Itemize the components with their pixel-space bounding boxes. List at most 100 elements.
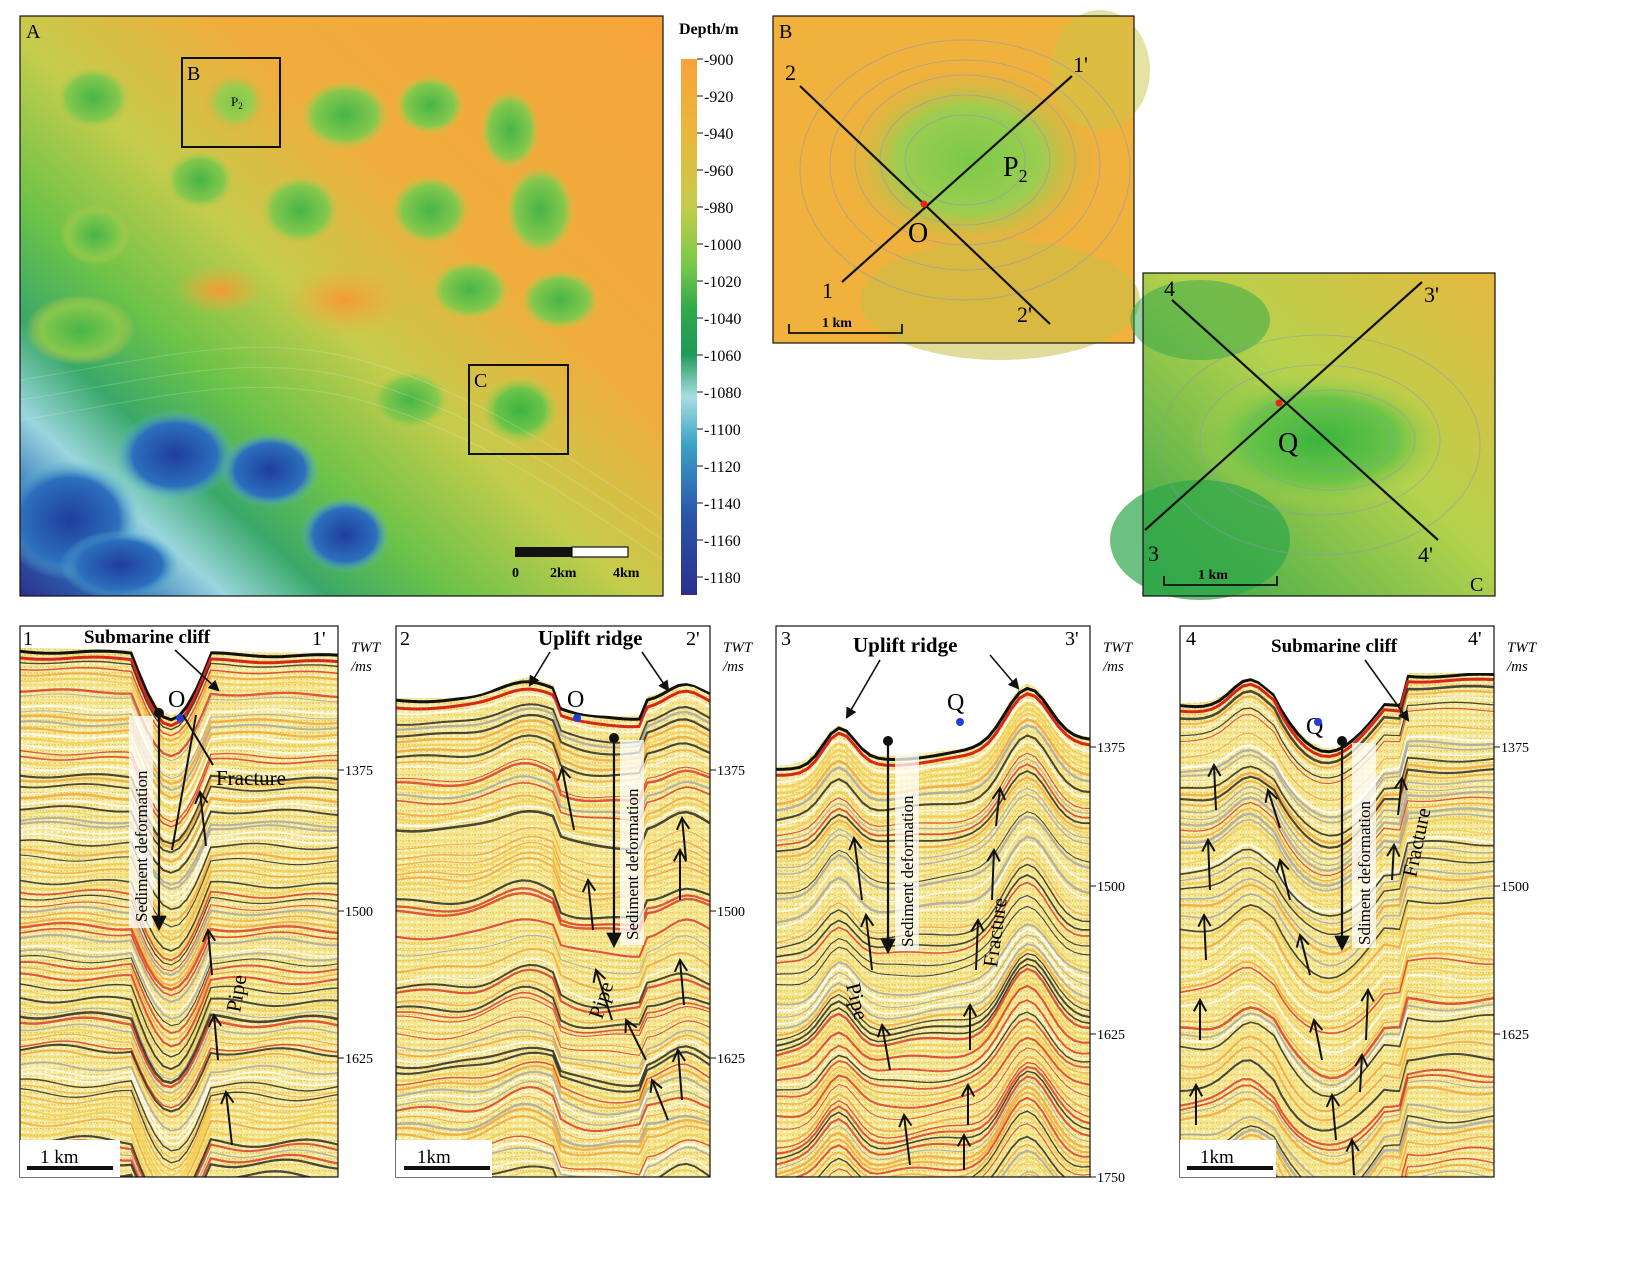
twt-tick-label: 1625 [345,1052,373,1067]
twt-tick-label: 1500 [1501,880,1529,895]
pipe-arrow-head [1393,775,1408,791]
pipe-arrow-head [1275,857,1290,873]
panel-c-center-label: Q [1278,428,1298,459]
colorbar-tick-label: -1060 [704,348,741,365]
pipe-arrow-head [970,917,985,933]
colorbar-tick-label: -1120 [704,459,741,476]
panel-c-letter: C [1470,574,1483,596]
pipe-arrow-head [876,1022,891,1038]
profile-2-deformation: Sediment deformation [623,788,642,940]
profile-1-fracture: Fracture [216,766,286,790]
profile-1-annotations: 1 1' Submarine cliff O Sediment deformat… [23,627,326,1014]
pipe-arrow-shaft [853,837,863,901]
profile-4-title: Submarine cliff [1271,636,1398,657]
profile-2-annotations: 2 Uplift ridge 2' O Sediment deformation… [400,626,700,1022]
profile-1-point: O [168,687,185,713]
profile-1-title: Submarine cliff [84,627,211,648]
pipe-arrow-head [592,968,607,983]
pipe-arrow-shaft [1331,1094,1337,1141]
pipe-arrow-shaft [991,849,995,901]
scale-bar-background [396,1140,492,1177]
pipe-arrow-shaft [679,959,685,1006]
profile-scale-bars: 1 km 1km 1km [20,1140,1276,1177]
colorbar-tick-label: -1000 [704,237,741,254]
colorbar-ramp [681,59,697,595]
profile-3-frame [775,625,1091,1178]
pipe-arrow-head [1295,932,1310,948]
pipe-arrow-shaft [865,914,873,971]
colorbar-tick-label: -1100 [704,422,741,439]
pipe-arrows [194,762,1408,1176]
profile-2-end: 2' [686,628,700,650]
map-scale-0: 0 [512,566,519,581]
panel-c-scale-bar: 1 km [1163,568,1278,586]
seismic-profile-4 [1180,626,1494,1177]
panel-c-zoom: 4 3' 3 4' Q C 1 km [1110,272,1496,600]
pipe-arrow-head [1360,987,1375,1003]
map-scale-2km: 2km [550,566,577,581]
twt-tick-label: 1625 [717,1052,745,1067]
panel-c-line-3 [1144,281,1423,531]
pipe-arrow-shaft [1299,934,1311,976]
pipe-arrow-shaft [975,919,979,971]
colorbar-tick-label: -920 [704,89,733,106]
svg-text:1 km: 1 km [1198,568,1228,583]
pipe-arrow-shaft [1397,777,1403,816]
pipe-arrow-head [581,877,597,893]
pipe-arrow-head [1188,1082,1204,1097]
twt-axis-title: TWT [351,640,382,656]
twt-axis-unit: /ms [1102,659,1124,675]
colorbar-tick-label: -1080 [704,385,741,402]
depth-colorbar: Depth/m -900 -920 -940 -960 -980 -1000 -1020 -1… [679,21,741,595]
pipe-arrow-head [673,957,689,973]
pipe-arrow-shaft [995,787,1001,827]
profile-4-deformation: Sdiment deformation [1355,800,1374,945]
profile-4-point: Q [1306,714,1323,740]
pipe-arrow-head [557,765,572,781]
pipe-arrow-shaft [681,817,687,861]
profile-2-title: Uplift ridge [538,626,642,650]
pipe-arrow-shaft [207,929,213,976]
map-pockmark-label: P2 [231,94,243,111]
pipe-arrow-head [986,847,1001,863]
profile-4-start: 4 [1186,628,1196,650]
pipe-arrow-head [1345,1137,1360,1153]
map-box-c: C [468,364,569,455]
pipe-arrow-head [991,785,1006,801]
pipe-arrow-head [1386,842,1401,858]
pipe-arrow-head [1309,1017,1324,1033]
panel-b-label-1: 1 [822,278,833,303]
pipe-arrow-shaft [1213,764,1217,811]
panel-c-label-3p: 3' [1424,282,1439,307]
pipe-arrow-head [672,847,688,862]
scale-bar-label: 1km [1200,1147,1234,1168]
panel-c-center-dot [1275,399,1283,407]
profile-4-end: 4' [1468,628,1482,650]
pipe-arrow-head [1264,788,1279,803]
pipe-arrow-head [1197,912,1212,928]
twt-tick-label: 1500 [345,905,373,920]
profile-1-frame [19,625,339,1178]
colorbar-tick-label: -940 [704,126,733,143]
pipe-arrow-head [956,1132,972,1147]
twt-axes: TWT/ms 1375 1500 1625 TWT/ms 1375 1500 1625 TWT /… [338,640,1538,1186]
twt-tick-label: 1375 [717,764,745,779]
pipe-arrow-shaft [587,879,594,931]
twt-tick-label: 1625 [1501,1028,1529,1043]
pipe-arrow-head [860,912,875,928]
map-box-c-label: C [474,370,487,392]
pipe-arrow-head [962,1002,978,1017]
colorbar-tick-label: -1020 [704,274,741,291]
panel-c-label-4p: 4' [1418,542,1433,567]
colorbar-title: Depth/m [679,21,739,38]
pipe-arrow-head [1325,1092,1341,1108]
pipe-arrow-head [624,1018,638,1034]
panel-b-center-dot [920,200,928,208]
twt-axis-title: TWT [1103,640,1134,656]
pipe-arrow-shaft [1351,1139,1355,1176]
pipe-arrow-head [898,1112,913,1128]
svg-text:1 km: 1 km [822,316,852,331]
scale-bar-label: 1 km [40,1147,79,1168]
pipe-arrow-head [207,1012,223,1028]
profile-3-end: 3' [1065,628,1079,650]
